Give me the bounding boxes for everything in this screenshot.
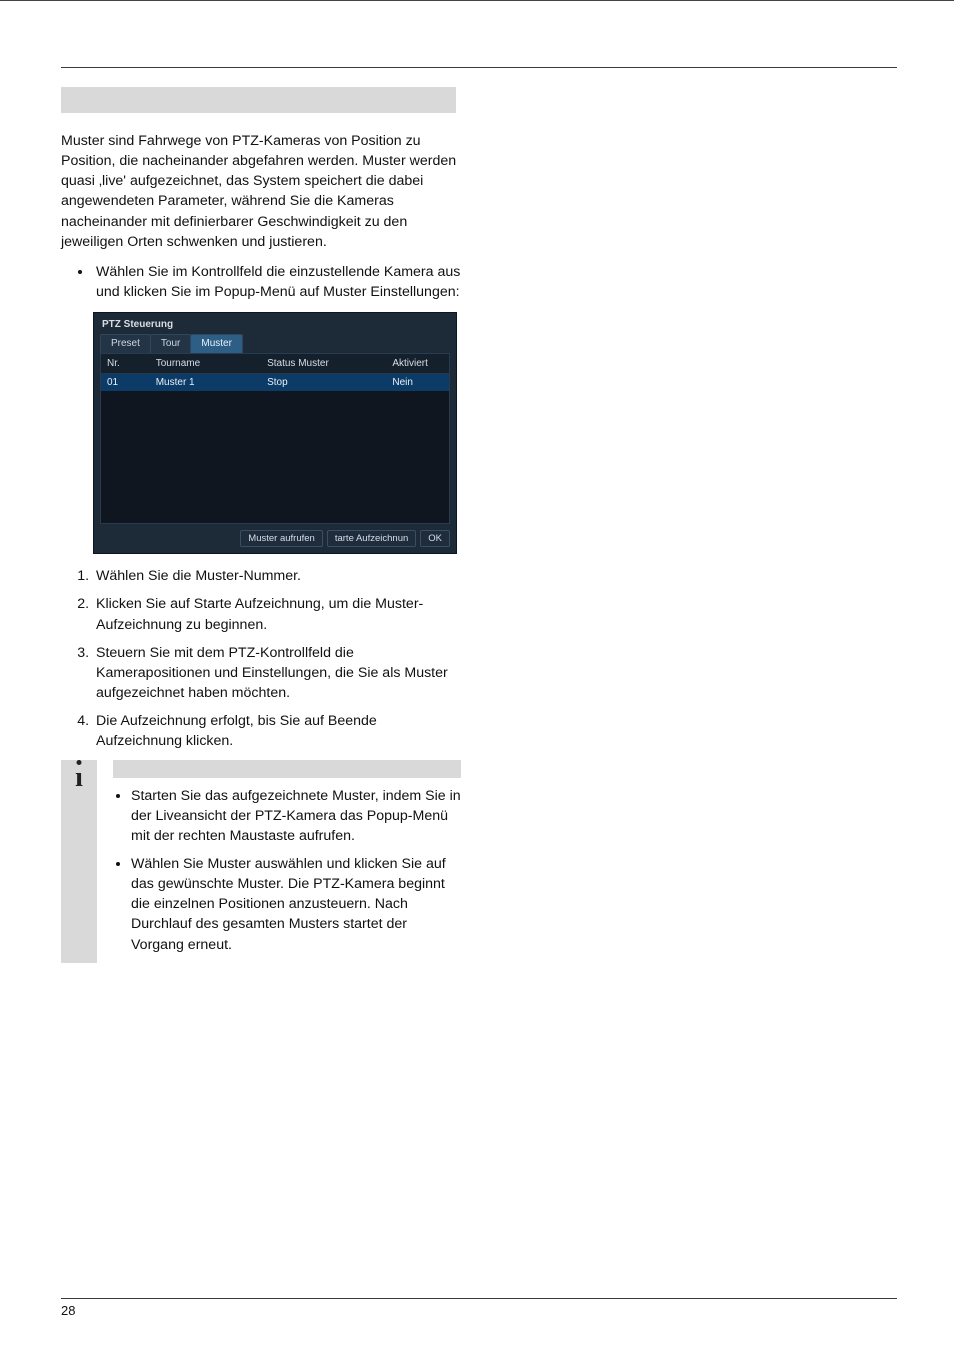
step-1: Wählen Sie die Muster-Nummer. bbox=[93, 566, 461, 586]
steps-list: Wählen Sie die Muster-Nummer. Klicken Si… bbox=[61, 566, 461, 751]
step-2: Klicken Sie auf Starte Aufzeichnung, um … bbox=[93, 594, 461, 634]
intro-bullet-item: Wählen Sie im Kontrollfeld die einzustel… bbox=[93, 262, 461, 302]
info-bullet-2: Wählen Sie Muster auswählen und klicken … bbox=[131, 854, 461, 955]
cell-nr: 01 bbox=[101, 374, 150, 392]
section-header-bar bbox=[61, 87, 456, 113]
intro-paragraph: Muster sind Fahrwege von PTZ-Kameras von… bbox=[61, 131, 461, 252]
info-heading-bar bbox=[113, 760, 461, 778]
ptz-table: Nr. Tourname Status Muster Aktiviert 01 … bbox=[100, 353, 450, 524]
footer: 28 bbox=[61, 1298, 897, 1318]
tab-preset[interactable]: Preset bbox=[100, 334, 151, 353]
table-empty-space bbox=[107, 394, 443, 520]
info-icon-column: ı bbox=[61, 760, 97, 963]
cell-tourname: Muster 1 bbox=[150, 374, 261, 392]
ptz-window-title: PTZ Steuerung bbox=[94, 313, 456, 334]
ptz-screenshot: PTZ Steuerung Preset Tour Muster Nr. Tou… bbox=[93, 312, 457, 554]
ptz-tabs: Preset Tour Muster bbox=[94, 334, 456, 353]
col-nr: Nr. bbox=[101, 354, 150, 374]
ptz-button-row: Muster aufrufen tarte Aufzeichnun OK bbox=[94, 524, 456, 547]
cell-aktiviert: Nein bbox=[386, 374, 449, 392]
col-aktiviert: Aktiviert bbox=[386, 354, 449, 374]
ok-button[interactable]: OK bbox=[420, 530, 450, 547]
info-note: ı Starten Sie das aufgezeichnete Muster,… bbox=[61, 760, 461, 963]
col-status: Status Muster bbox=[261, 354, 386, 374]
info-icon: ı bbox=[75, 770, 83, 963]
info-bullet-1: Starten Sie das aufgezeichnete Muster, i… bbox=[131, 786, 461, 846]
info-bullet-list: Starten Sie das aufgezeichnete Muster, i… bbox=[113, 786, 461, 955]
info-body: Starten Sie das aufgezeichnete Muster, i… bbox=[97, 760, 461, 963]
cell-status: Stop bbox=[261, 374, 386, 392]
header-rule bbox=[61, 67, 897, 68]
muster-aufrufen-button[interactable]: Muster aufrufen bbox=[240, 530, 323, 547]
tab-tour[interactable]: Tour bbox=[150, 334, 191, 353]
footer-rule bbox=[61, 1298, 897, 1299]
table-row[interactable]: 01 Muster 1 Stop Nein bbox=[101, 374, 449, 392]
table-header-row: Nr. Tourname Status Muster Aktiviert bbox=[101, 354, 449, 374]
step-3: Steuern Sie mit dem PTZ-Kontrollfeld die… bbox=[93, 643, 461, 703]
step-4: Die Aufzeichnung erfolgt, bis Sie auf Be… bbox=[93, 711, 461, 751]
starte-aufzeichnung-button[interactable]: tarte Aufzeichnun bbox=[327, 530, 416, 547]
page: Muster sind Fahrwege von PTZ-Kameras von… bbox=[0, 0, 954, 1350]
col-tourname: Tourname bbox=[150, 354, 261, 374]
tab-muster[interactable]: Muster bbox=[190, 334, 243, 353]
page-number: 28 bbox=[61, 1303, 897, 1318]
intro-bullet-list: Wählen Sie im Kontrollfeld die einzustel… bbox=[61, 262, 461, 302]
